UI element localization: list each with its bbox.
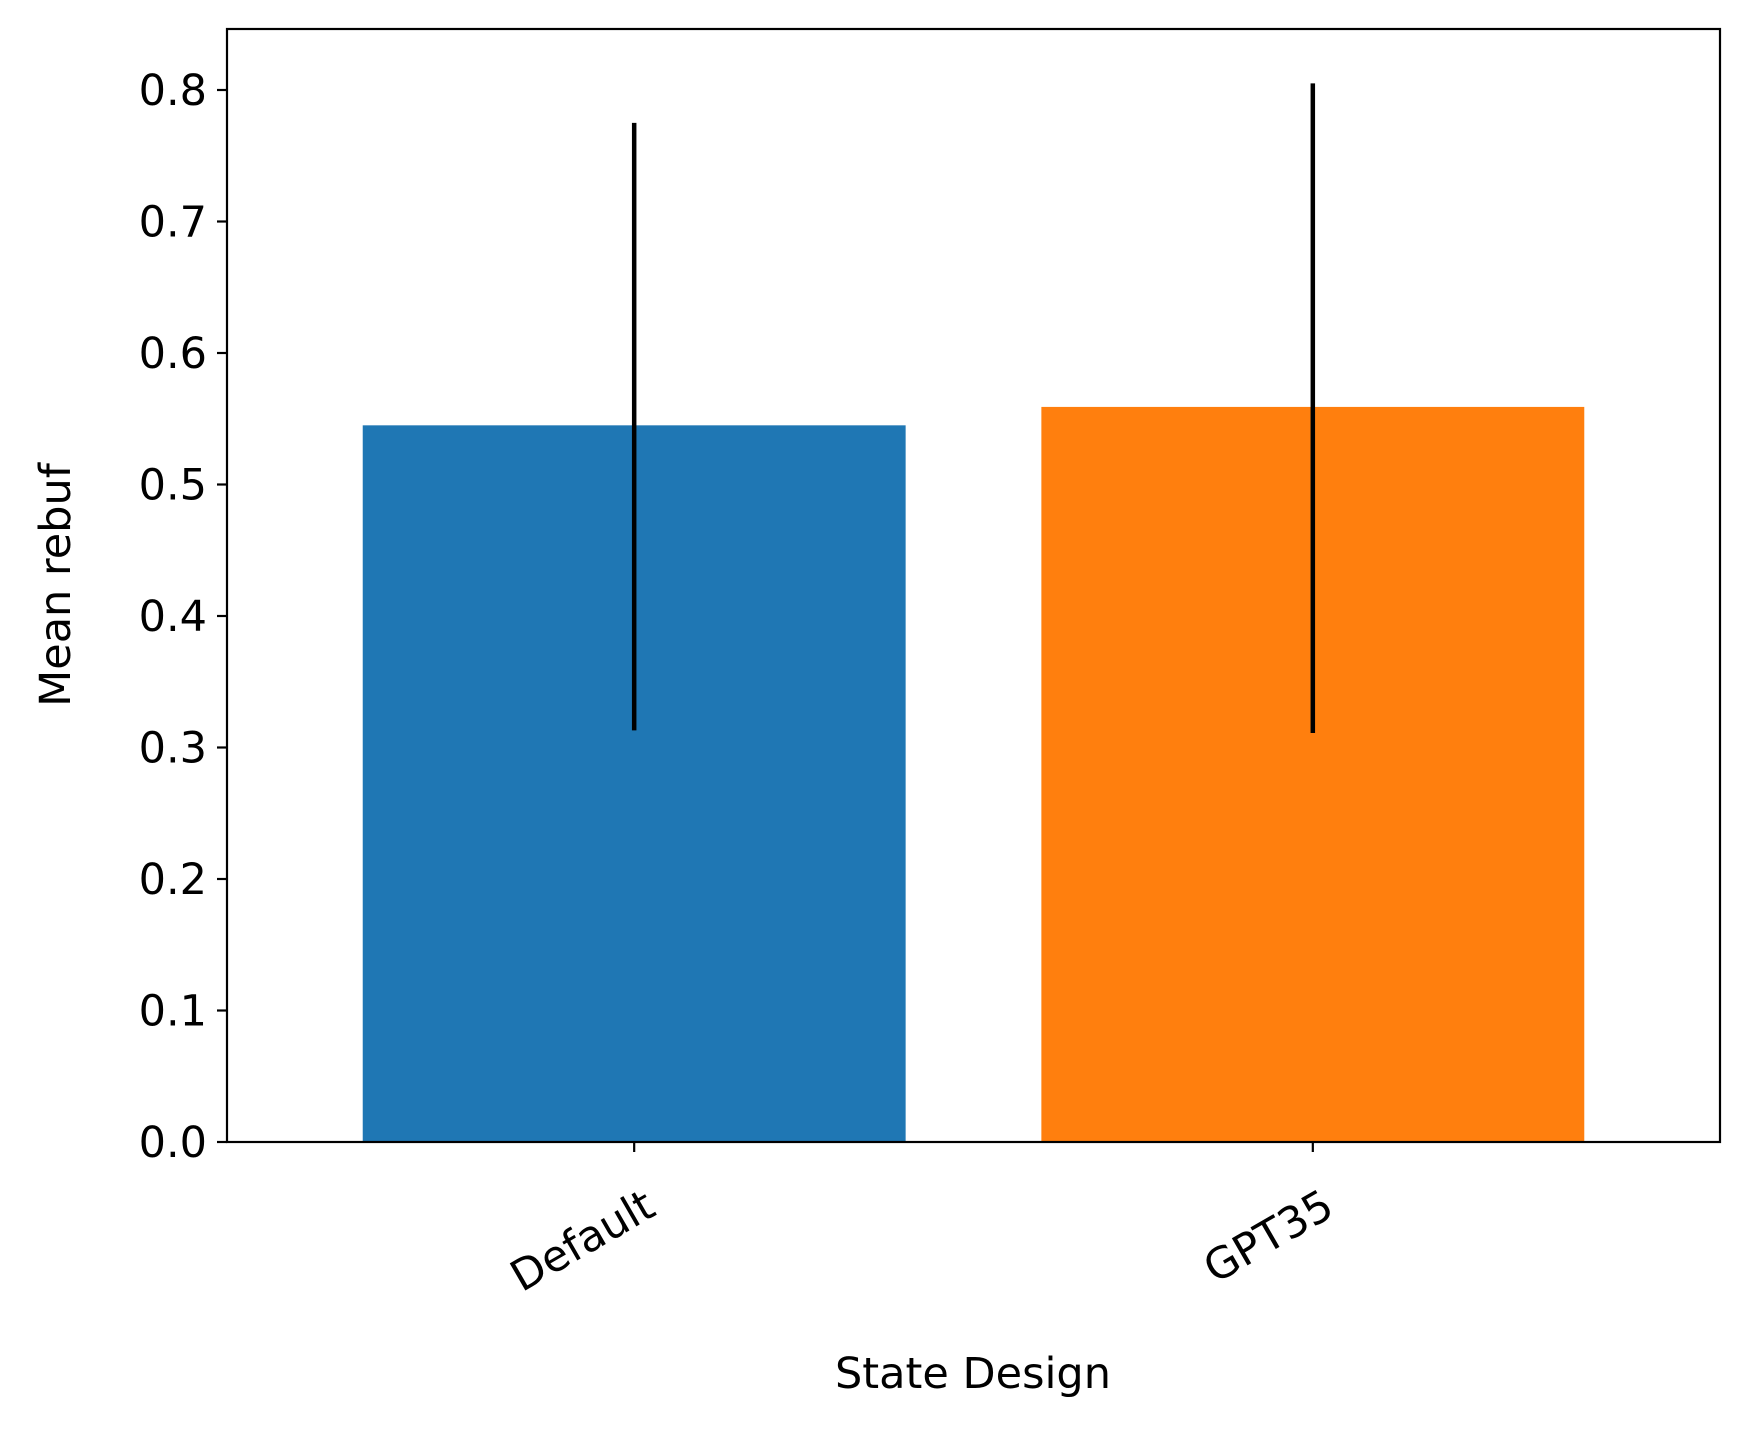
- y-tick-label: 0.8: [139, 66, 207, 116]
- y-tick-label: 0.4: [139, 592, 207, 642]
- x-axis-label: State Design: [835, 1349, 1111, 1399]
- plot-frame: [225, 27, 1722, 1144]
- y-tick-label: 0.3: [139, 724, 207, 774]
- y-tick-label: 0.1: [139, 987, 207, 1037]
- y-tick-label: 0.0: [139, 1118, 207, 1168]
- y-tick-label: 0.7: [139, 198, 207, 248]
- error-bars-layer: [631, 83, 1316, 734]
- y-tick-label: 0.2: [139, 855, 207, 905]
- y-axis-label: Mean rebuf: [31, 462, 81, 707]
- y-axis: 0.0 0.1 0.2 0.3 0.4 0.5 0.6 0.7 0.8: [139, 66, 227, 1168]
- y-tick-label: 0.6: [139, 329, 207, 379]
- y-tick-label: 0.5: [139, 461, 207, 511]
